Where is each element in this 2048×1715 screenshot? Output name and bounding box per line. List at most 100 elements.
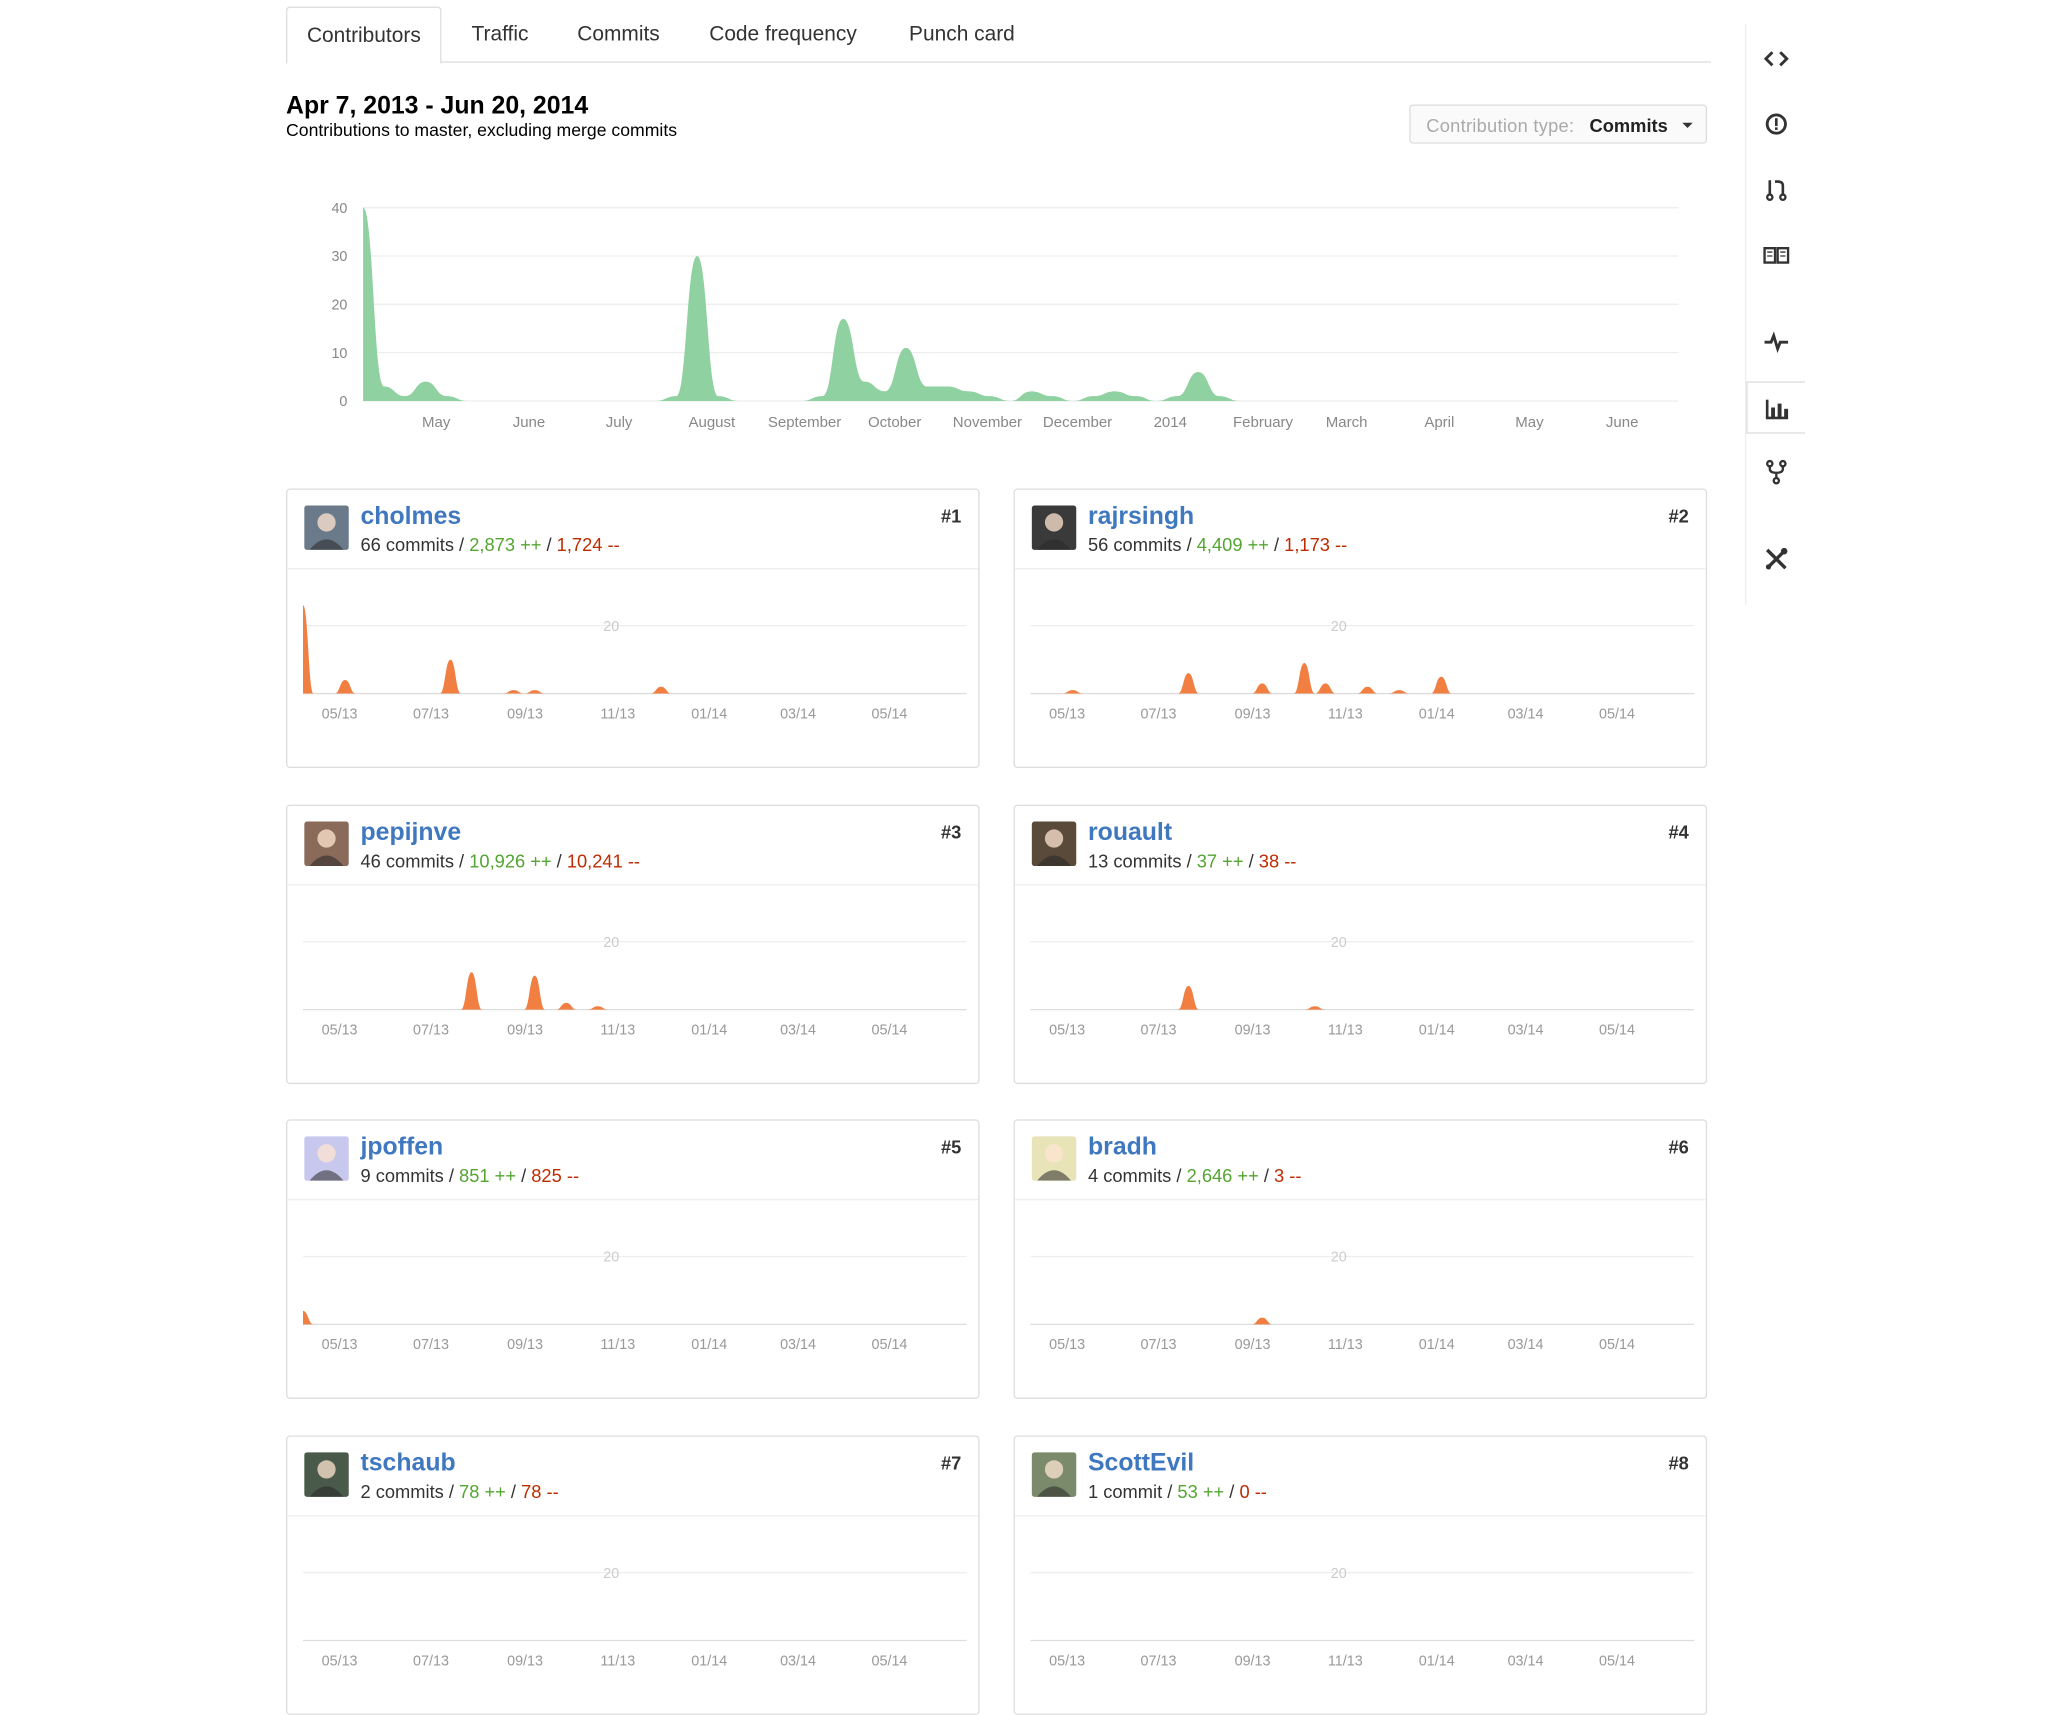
deletions-count: 3 -- <box>1274 1165 1302 1186</box>
contributor-name-link[interactable]: ScottEvil <box>1087 1449 1195 1478</box>
contributor-header: tschaub 2 commits / 78 ++ / 78 -- #7 <box>287 1437 979 1517</box>
additions-count: 10,926 ++ <box>469 850 552 872</box>
wiki-icon[interactable] <box>1762 240 1791 269</box>
avatar[interactable] <box>1031 505 1077 550</box>
x-tick-label: 05/13 <box>322 1022 358 1038</box>
contributor-header: rajrsingh 56 commits / 4,409 ++ / 1,173 -… <box>1014 490 1706 570</box>
x-tick-label: 2014 <box>1154 414 1187 431</box>
contribution-type-select[interactable]: Contribution type: Commits <box>1409 104 1708 144</box>
tab-contributors[interactable]: Contributors <box>286 6 442 64</box>
x-tick-label: 07/13 <box>413 1337 449 1353</box>
x-tick-label: 09/13 <box>1235 1653 1271 1669</box>
x-tick-label: 11/13 <box>1328 1022 1363 1038</box>
avatar[interactable] <box>1031 1452 1077 1497</box>
network-icon[interactable] <box>1762 457 1791 486</box>
contributor-stats: 4 commits / 2,646 ++ / 3 -- <box>1087 1165 1302 1186</box>
x-tick-label: 05/14 <box>871 1022 907 1038</box>
issues-icon[interactable] <box>1762 110 1791 139</box>
commit-count: 2 commits <box>360 1481 444 1503</box>
x-tick-label: 05/13 <box>322 1653 358 1669</box>
contributor-stats: 66 commits / 2,873 ++ / 1,724 -- <box>360 534 620 556</box>
deletions-count: 0 -- <box>1239 1481 1267 1503</box>
commits-area <box>303 1310 967 1325</box>
x-tick-label: 03/14 <box>1508 1653 1544 1669</box>
x-tick-label: 01/14 <box>691 1022 727 1038</box>
x-tick-label: 07/13 <box>413 1022 449 1038</box>
contributor-commits-chart: 20 05/13 07/13 09/13 11/13 01/14 03/14 05/14 <box>1030 1566 1695 1669</box>
contributor-name-link[interactable]: bradh <box>1087 1133 1157 1162</box>
contributor-card: tschaub 2 commits / 78 ++ / 78 -- #7 20 05/1… <box>286 1435 980 1715</box>
pulse-icon[interactable] <box>1762 327 1791 356</box>
y-tick-label: 20 <box>603 935 619 951</box>
contributor-stats: 56 commits / 4,409 ++ / 1,173 -- <box>1087 534 1348 556</box>
x-tick-label: 09/13 <box>507 1653 543 1669</box>
settings-icon[interactable] <box>1762 545 1791 574</box>
code-icon[interactable] <box>1762 44 1791 73</box>
x-tick-label: 05/14 <box>1599 1337 1635 1353</box>
contributor-name-link[interactable]: tschaub <box>360 1449 456 1478</box>
graphs-icon[interactable] <box>1746 381 1806 434</box>
avatar[interactable] <box>304 1452 349 1497</box>
tab-punch-card[interactable]: Punch card <box>909 23 1015 46</box>
avatar[interactable] <box>1031 821 1077 866</box>
y-tick-label: 20 <box>1331 1566 1347 1582</box>
x-tick-label: 11/13 <box>1328 706 1363 722</box>
x-tick-label: November <box>953 414 1022 431</box>
x-tick-label: August <box>688 414 736 431</box>
commits-area <box>303 605 967 694</box>
x-tick-label: June <box>513 414 546 431</box>
contributor-name-link[interactable]: cholmes <box>360 502 462 531</box>
x-tick-label: 05/14 <box>871 1337 907 1353</box>
y-tick-label: 20 <box>603 619 619 635</box>
x-tick-label: 03/14 <box>1508 706 1544 722</box>
additions-count: 851 ++ <box>459 1165 517 1186</box>
x-tick-label: 09/13 <box>507 1337 543 1353</box>
x-tick-label: 05/13 <box>322 1337 358 1353</box>
x-tick-label: 09/13 <box>1235 1022 1271 1038</box>
x-tick-label: May <box>1515 414 1544 431</box>
x-tick-label: 03/14 <box>780 1022 816 1038</box>
commits-area <box>1030 985 1695 1010</box>
contributor-name-link[interactable]: jpoffen <box>360 1133 444 1162</box>
tab-code-frequency[interactable]: Code frequency <box>709 23 857 46</box>
x-tick-label: 09/13 <box>507 706 543 722</box>
pull-request-icon[interactable] <box>1762 175 1791 204</box>
contributor-name-link[interactable]: pepijnve <box>360 818 462 847</box>
deletions-count: 38 -- <box>1258 850 1297 872</box>
contributor-rank: #2 <box>1668 505 1689 527</box>
additions-count: 2,646 ++ <box>1186 1165 1259 1186</box>
x-tick-label: 05/14 <box>871 1653 907 1669</box>
commit-count: 13 commits <box>1087 850 1182 872</box>
contributor-rank: #6 <box>1668 1136 1689 1158</box>
contributor-header: ScottEvil 1 commit / 53 ++ / 0 -- #8 <box>1014 1437 1706 1517</box>
contributor-rank: #8 <box>1668 1452 1689 1474</box>
contributor-name-link[interactable]: rouault <box>1087 818 1173 847</box>
avatar[interactable] <box>304 821 349 866</box>
tab-commits[interactable]: Commits <box>577 23 660 46</box>
x-tick-label: 05/13 <box>1049 1022 1085 1038</box>
contributor-name-link[interactable]: rajrsingh <box>1087 502 1195 531</box>
avatar[interactable] <box>304 1136 349 1181</box>
x-tick-label: 07/13 <box>1141 1022 1177 1038</box>
y-tick-label: 20 <box>603 1566 619 1582</box>
contributor-stats: 46 commits / 10,926 ++ / 10,241 -- <box>360 850 641 872</box>
contributor-card: rajrsingh 56 commits / 4,409 ++ / 1,173 -… <box>1013 488 1708 768</box>
contributor-header: jpoffen 9 commits / 851 ++ / 825 -- #5 <box>287 1121 979 1201</box>
x-tick-label: May <box>422 414 451 431</box>
contribution-type-value: Commits <box>1589 114 1668 136</box>
contributor-rank: #1 <box>940 505 962 527</box>
x-tick-label: 05/13 <box>322 706 358 722</box>
x-tick-label: March <box>1326 414 1368 431</box>
contributor-rank: #7 <box>940 1452 962 1474</box>
contributor-header: bradh 4 commits / 2,646 ++ / 3 -- #6 <box>1014 1121 1706 1201</box>
x-tick-label: 05/13 <box>1049 1337 1085 1353</box>
x-tick-label: 11/13 <box>600 1022 635 1038</box>
avatar[interactable] <box>304 505 349 550</box>
contributions-chart: 0 10 20 30 40 May June July August September Octob… <box>331 201 1679 431</box>
contributor-rank: #3 <box>940 821 962 843</box>
y-tick-label: 0 <box>339 394 347 410</box>
tab-traffic[interactable]: Traffic <box>471 23 529 46</box>
avatar[interactable] <box>1031 1136 1077 1181</box>
commit-count: 46 commits <box>360 850 454 872</box>
x-tick-label: 07/13 <box>1141 1337 1177 1353</box>
